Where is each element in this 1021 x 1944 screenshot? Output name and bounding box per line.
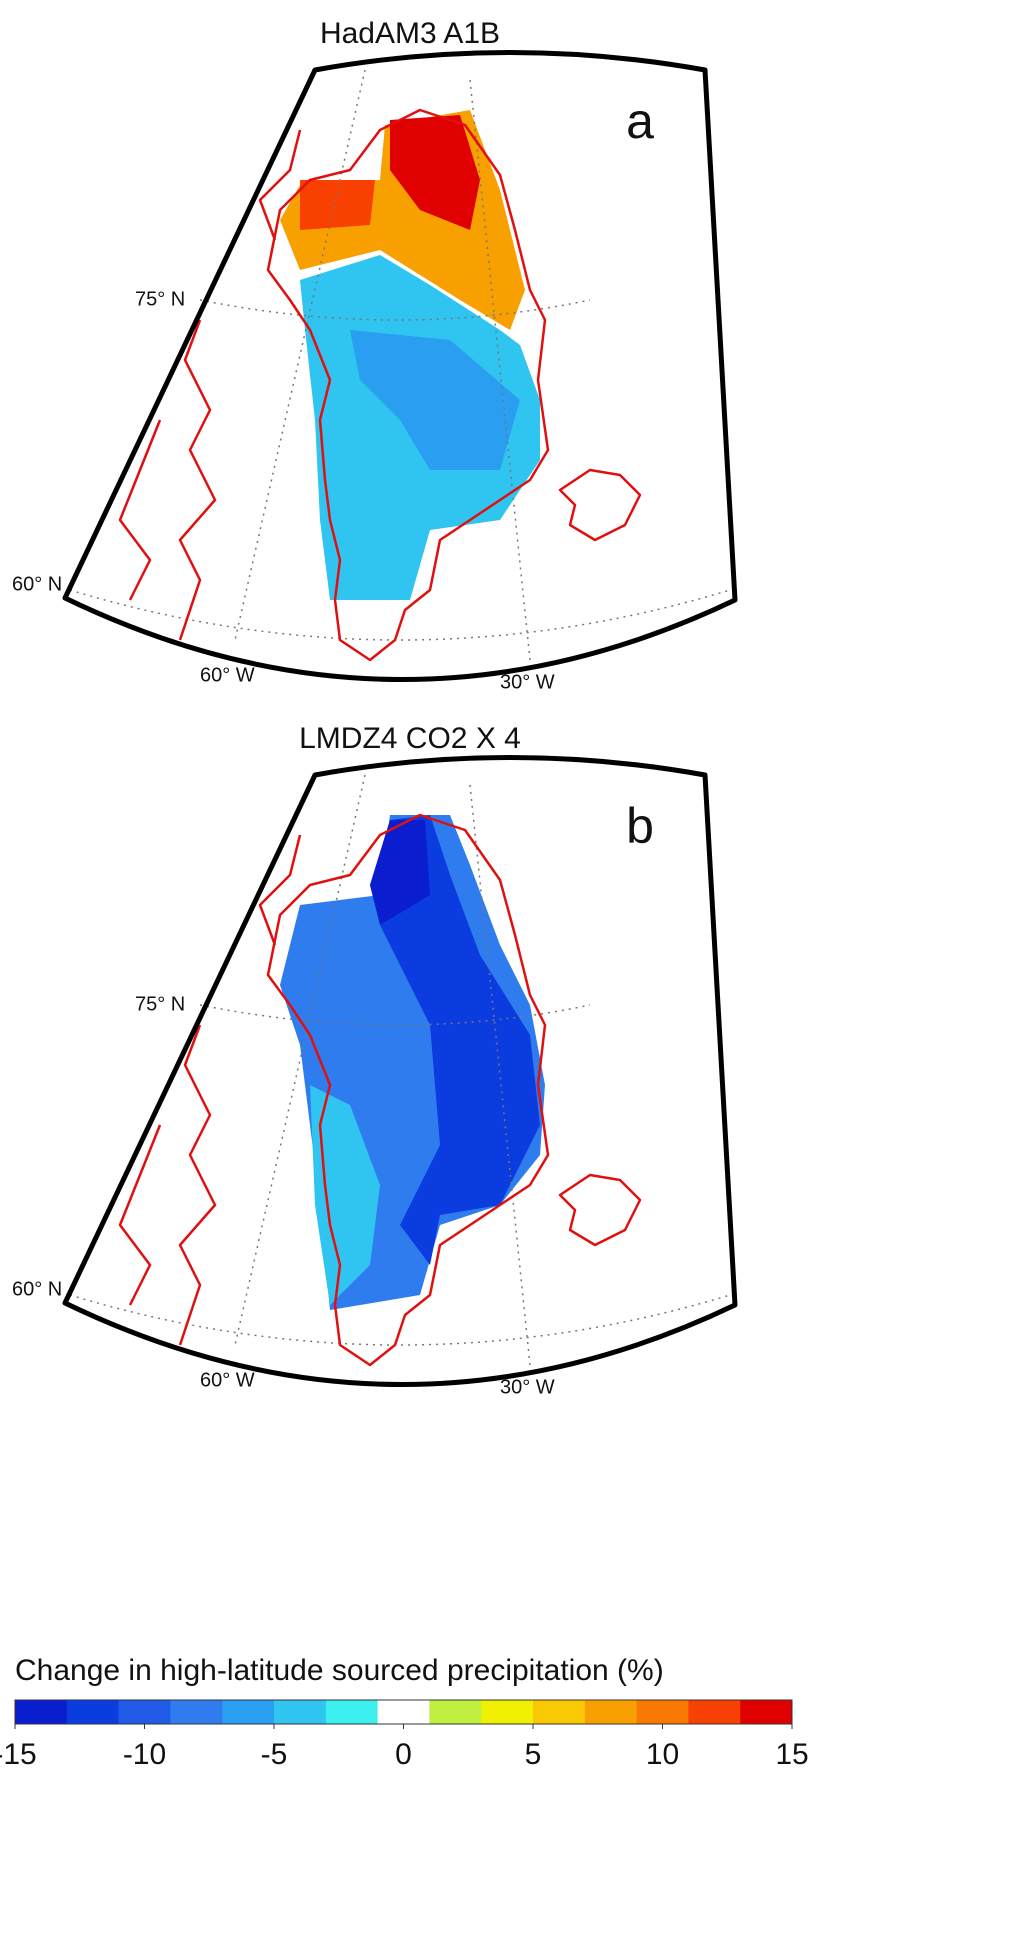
colorbar-tick-label: 5 bbox=[525, 1738, 542, 1771]
colorbar-tick-label: 10 bbox=[646, 1738, 679, 1771]
colorbar-segment bbox=[429, 1700, 482, 1724]
panel-label: a bbox=[626, 93, 654, 149]
colorbar-tick-label: -10 bbox=[123, 1738, 166, 1771]
field bbox=[390, 115, 480, 230]
lon-label: 30° W bbox=[500, 671, 555, 693]
colorbar-segment bbox=[15, 1700, 68, 1724]
lat-label: 75° N bbox=[135, 993, 185, 1015]
colorbar-segment bbox=[325, 1700, 379, 1724]
field bbox=[300, 180, 375, 230]
colorbar-segment bbox=[688, 1700, 741, 1724]
colorbar-segment bbox=[222, 1700, 275, 1724]
lat-label: 75° N bbox=[135, 288, 185, 310]
colorbar-segment bbox=[274, 1700, 327, 1724]
colorbar-tick-label: -15 bbox=[0, 1738, 37, 1771]
lon-label: 60° W bbox=[200, 664, 255, 686]
panel-a: HadAM3 A1B a 75° N 60° N 60° W 30° W bbox=[12, 17, 735, 693]
colorbar-segment bbox=[66, 1700, 120, 1724]
colorbar-segment bbox=[170, 1700, 223, 1724]
panel-label: b bbox=[626, 798, 654, 854]
lon-label: 30° W bbox=[500, 1376, 555, 1398]
colorbar-tick-label: -5 bbox=[261, 1738, 288, 1771]
lat-label: 60° N bbox=[12, 573, 62, 595]
colorbar-segment bbox=[377, 1700, 430, 1724]
panel-title: LMDZ4 CO2 X 4 bbox=[299, 722, 521, 755]
colorbar-title: Change in high-latitude sourced precipit… bbox=[15, 1654, 664, 1687]
lon-label: 60° W bbox=[200, 1369, 255, 1391]
colorbar-segment bbox=[584, 1700, 638, 1724]
colorbar: -15 -10 -5 0 5 10 15 bbox=[0, 1699, 809, 1771]
field bbox=[370, 815, 540, 1265]
field bbox=[310, 1085, 380, 1305]
panel-b: LMDZ4 CO2 X 4 b 75° N 60° N 60° W 30° W bbox=[12, 722, 735, 1398]
colorbar-tick-label: 15 bbox=[775, 1738, 808, 1771]
colorbar-tick-label: 0 bbox=[395, 1738, 412, 1771]
colorbar-segment bbox=[118, 1700, 171, 1724]
colorbar-segment bbox=[533, 1700, 586, 1724]
colorbar-segment bbox=[740, 1700, 793, 1724]
field bbox=[370, 820, 430, 925]
lat-label: 60° N bbox=[12, 1278, 62, 1300]
field bbox=[350, 330, 520, 470]
panel-title: HadAM3 A1B bbox=[320, 17, 500, 50]
colorbar-segment bbox=[481, 1700, 534, 1724]
colorbar-segment bbox=[636, 1700, 689, 1724]
